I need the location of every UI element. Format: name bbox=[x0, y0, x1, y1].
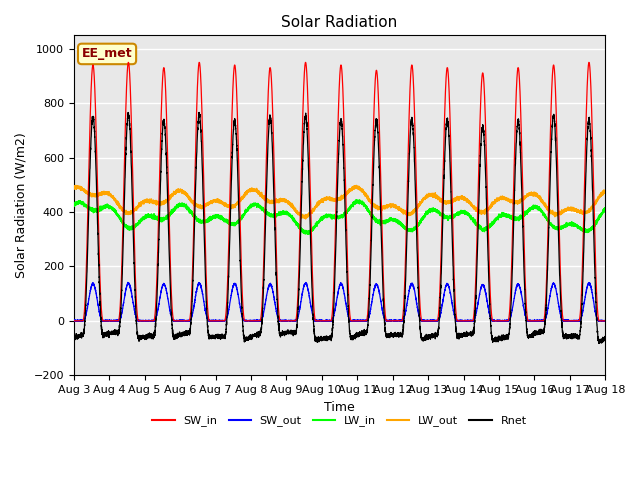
X-axis label: Time: Time bbox=[324, 400, 355, 413]
Y-axis label: Solar Radiation (W/m2): Solar Radiation (W/m2) bbox=[15, 132, 28, 278]
Title: Solar Radiation: Solar Radiation bbox=[282, 15, 397, 30]
Text: EE_met: EE_met bbox=[82, 48, 132, 60]
Legend: SW_in, SW_out, LW_in, LW_out, Rnet: SW_in, SW_out, LW_in, LW_out, Rnet bbox=[148, 411, 531, 431]
